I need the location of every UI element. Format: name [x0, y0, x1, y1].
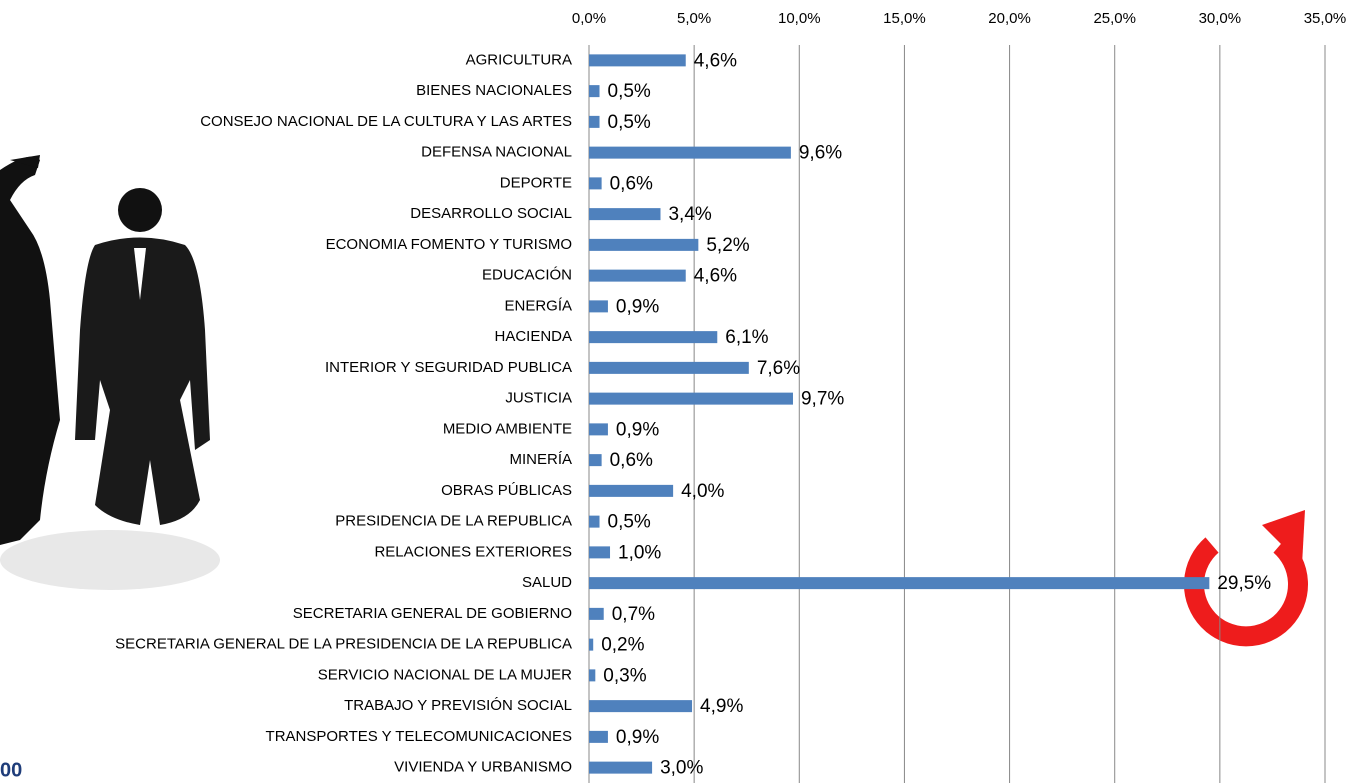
- value-label: 6,1%: [725, 327, 768, 348]
- value-label: 29,5%: [1217, 573, 1271, 594]
- value-label: 5,2%: [706, 235, 749, 256]
- bar: [589, 331, 717, 343]
- value-label: 0,5%: [608, 81, 651, 102]
- bar: [589, 239, 698, 251]
- bar: [589, 731, 608, 743]
- x-tick-label: 5,0%: [677, 10, 711, 27]
- category-label: TRABAJO Y PREVISIÓN SOCIAL: [344, 697, 572, 714]
- category-label: SERVICIO NACIONAL DE LA MUJER: [318, 666, 572, 683]
- value-label: 0,6%: [610, 450, 653, 471]
- bar: [589, 208, 660, 220]
- bar: [589, 147, 791, 159]
- value-label: 4,6%: [694, 266, 737, 287]
- bar: [589, 362, 749, 374]
- bar: [589, 85, 600, 97]
- bar: [589, 270, 686, 282]
- x-tick-label: 0,0%: [572, 10, 606, 27]
- bar: [589, 516, 600, 528]
- value-label: 9,6%: [799, 143, 842, 164]
- category-label: VIVIENDA Y URBANISMO: [394, 759, 572, 776]
- category-label: CONSEJO NACIONAL DE LA CULTURA Y LAS ART…: [200, 113, 572, 130]
- category-label: EDUCACIÓN: [482, 267, 572, 284]
- chart: 0,0% 5,0% 10,0% 15,0% 20,0% 25,0% 30,0% 35,0% AG…: [0, 0, 1371, 783]
- bar: [589, 300, 608, 312]
- category-label: RELACIONES EXTERIORES: [374, 543, 572, 560]
- value-label: 0,9%: [616, 727, 659, 748]
- bar: [589, 700, 692, 712]
- category-label: JUSTICIA: [505, 390, 572, 407]
- category-label: DEFENSA NACIONAL: [421, 144, 572, 161]
- bar: [589, 577, 1209, 589]
- category-label: DESARROLLO SOCIAL: [410, 205, 572, 222]
- category-label: SECRETARIA GENERAL DE GOBIERNO: [293, 605, 572, 622]
- category-label: TRANSPORTES Y TELECOMUNICACIONES: [266, 728, 572, 745]
- category-label: DEPORTE: [500, 174, 572, 191]
- bar: [589, 423, 608, 435]
- category-label: ECONOMIA FOMENTO Y TURISMO: [326, 236, 572, 253]
- value-label: 4,0%: [681, 481, 724, 502]
- value-label: 4,9%: [700, 696, 743, 717]
- bar: [589, 454, 602, 466]
- value-label: 0,6%: [610, 173, 653, 194]
- value-label: 0,5%: [608, 512, 651, 533]
- category-label: MINERÍA: [509, 451, 572, 468]
- value-label: 1,0%: [618, 542, 661, 563]
- value-label: 7,6%: [757, 358, 800, 379]
- value-label: 0,9%: [616, 296, 659, 317]
- category-label: INTERIOR Y SEGURIDAD PUBLICA: [325, 359, 572, 376]
- category-label: HACIENDA: [494, 328, 572, 345]
- x-tick-label: 30,0%: [1199, 10, 1242, 27]
- category-label: SECRETARIA GENERAL DE LA PRESIDENCIA DE …: [115, 636, 572, 653]
- value-label: 3,4%: [668, 204, 711, 225]
- bar: [589, 485, 673, 497]
- value-label: 0,7%: [612, 604, 655, 625]
- bar: [589, 393, 793, 405]
- category-label: OBRAS PÚBLICAS: [441, 482, 572, 499]
- value-label: 0,9%: [616, 419, 659, 440]
- value-label: 4,6%: [694, 50, 737, 71]
- category-label: AGRICULTURA: [466, 51, 572, 68]
- category-label: SALUD: [522, 574, 572, 591]
- silhouettes: [0, 155, 220, 590]
- category-label: MEDIO AMBIENTE: [443, 420, 572, 437]
- bar: [589, 116, 600, 128]
- value-label: 3,0%: [660, 758, 703, 779]
- x-tick-label: 15,0%: [883, 10, 926, 27]
- x-tick-label: 35,0%: [1304, 10, 1347, 27]
- bar: [589, 177, 602, 189]
- bar: [589, 546, 610, 558]
- bar: [589, 639, 593, 651]
- annotation: 00: [0, 759, 22, 781]
- x-tick-label: 25,0%: [1093, 10, 1136, 27]
- x-tick-label: 20,0%: [988, 10, 1031, 27]
- category-label: BIENES NACIONALES: [416, 82, 572, 99]
- value-label: 0,2%: [601, 635, 644, 656]
- value-label: 9,7%: [801, 389, 844, 410]
- category-label: PRESIDENCIA DE LA REPUBLICA: [335, 513, 572, 530]
- value-label: 0,5%: [608, 112, 651, 133]
- bar: [589, 54, 686, 66]
- bar: [589, 608, 604, 620]
- category-label: ENERGÍA: [504, 297, 572, 314]
- bar: [589, 669, 595, 681]
- x-tick-label: 10,0%: [778, 10, 821, 27]
- bar: [589, 762, 652, 774]
- value-label: 0,3%: [603, 665, 646, 686]
